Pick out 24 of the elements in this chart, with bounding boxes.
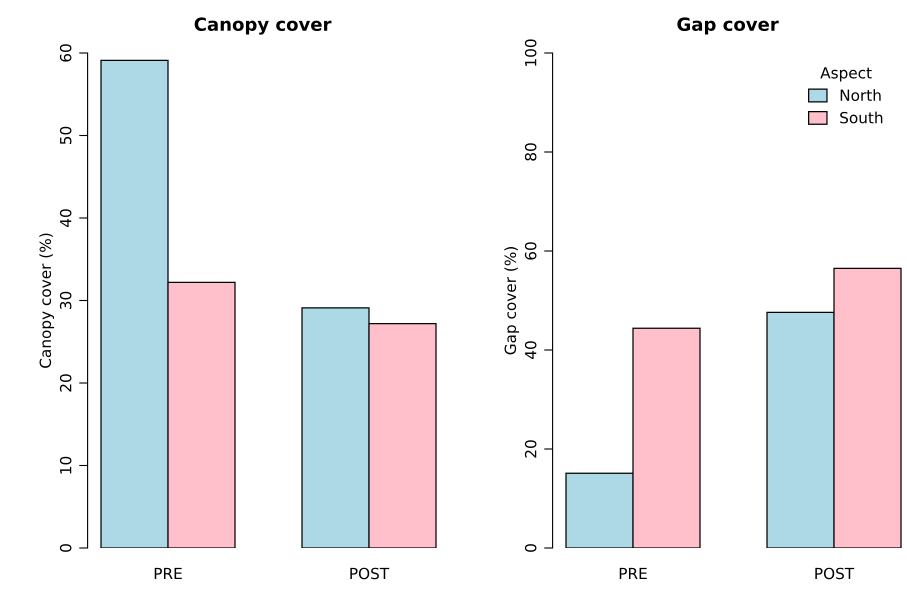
legend-label: North — [840, 89, 881, 102]
chart-title: Gap cover — [677, 17, 779, 35]
y-tick-label: 0 — [524, 544, 536, 552]
x-tick-label: POST — [350, 568, 390, 580]
legend-label: South — [840, 112, 882, 124]
y-axis-title: Canopy cover (%) — [39, 234, 54, 368]
x-tick-label: PRE — [620, 568, 647, 580]
y-tick-label: 100 — [524, 39, 536, 66]
legend-title: Aspect — [820, 67, 872, 82]
y-tick-label: 0 — [60, 544, 72, 552]
y-tick-label: 20 — [524, 440, 536, 458]
y-tick-label: 30 — [60, 292, 72, 310]
y-tick-label: 40 — [60, 209, 72, 227]
y-tick-label: 60 — [60, 44, 72, 62]
y-axis-title: Gap cover (%) — [504, 247, 520, 354]
y-tick-label: 40 — [524, 341, 536, 359]
y-tick-label: 10 — [60, 456, 72, 474]
x-tick-label: PRE — [154, 568, 182, 580]
y-tick-label: 50 — [60, 126, 72, 144]
y-tick-label: 60 — [524, 242, 536, 260]
y-tick-label: 20 — [60, 374, 72, 392]
x-tick-label: POST — [815, 568, 854, 580]
chart-title: Canopy cover — [194, 17, 332, 35]
y-tick-label: 80 — [524, 143, 536, 161]
